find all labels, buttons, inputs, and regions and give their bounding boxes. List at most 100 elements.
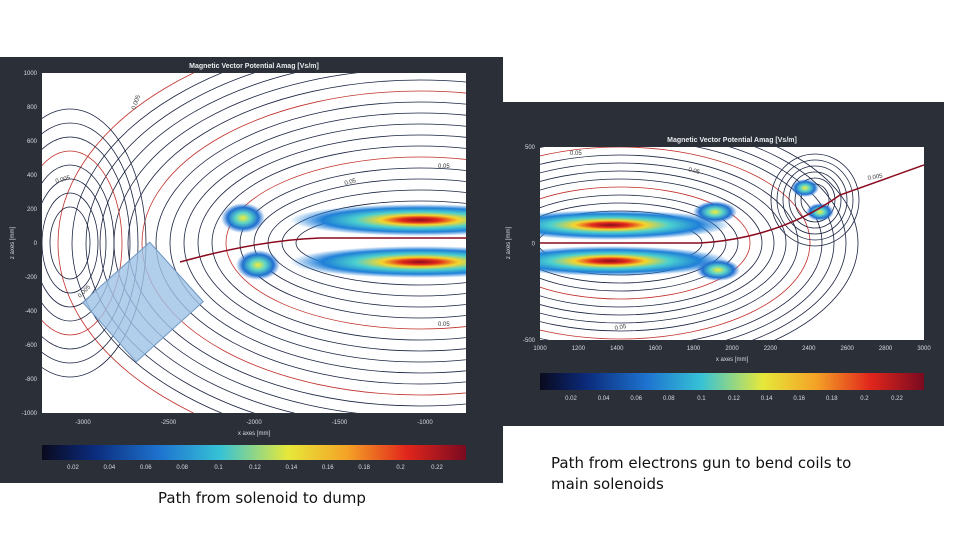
- field-blob: [791, 179, 819, 197]
- beam-path: [540, 164, 924, 244]
- field-band: [540, 246, 730, 276]
- plot-title: Magnetic Vector Potential Amag [Vs/m]: [667, 137, 797, 144]
- contour-line: [540, 186, 751, 300]
- colorbar-tick-label: 0.12: [249, 465, 261, 471]
- colorbar-tick-label: 0.02: [67, 465, 79, 471]
- x-axis-label: x axes [mm]: [238, 431, 271, 437]
- colorbar-tick-label: 0.16: [322, 465, 334, 471]
- x-tick-label: 1600: [649, 346, 663, 352]
- field-blob: [221, 203, 265, 233]
- contour-line: [42, 108, 147, 378]
- colorbar-tick-label: 0.08: [663, 396, 675, 402]
- x-tick-label: -2500: [161, 420, 177, 426]
- y-tick-label: -200: [25, 275, 38, 281]
- x-tick-label: 2400: [802, 346, 816, 352]
- plot-title: Magnetic Vector Potential Amag [Vs/m]: [189, 63, 319, 70]
- contour-line: [281, 200, 466, 286]
- colorbar-tick-label: 0.14: [761, 396, 773, 402]
- contour-line: [169, 112, 466, 374]
- contour-line: [42, 178, 107, 308]
- contour-line: [794, 177, 836, 223]
- y-tick-label: 0: [34, 241, 38, 247]
- x-tick-label: 2600: [841, 346, 855, 352]
- caption: Path from solenoid to dump: [158, 489, 366, 507]
- field-map: [42, 73, 466, 413]
- contour-label: 0.05: [344, 178, 357, 187]
- colorbar-tick-label: 0.18: [826, 396, 838, 402]
- contour-label: 0.05: [438, 164, 450, 170]
- colorbar-tick-label: 0.06: [140, 465, 152, 471]
- colorbar-tick-label: 0.12: [728, 396, 740, 402]
- contour-line: [540, 178, 763, 308]
- contour-line: [42, 150, 123, 336]
- colorbar-tick-label: 0.02: [565, 396, 577, 402]
- colorbar-tick-label: 0.1: [214, 465, 223, 471]
- x-tick-label: -1500: [332, 420, 348, 426]
- y-tick-label: -800: [25, 377, 38, 383]
- contour-line: [540, 147, 823, 340]
- colorbar-tick-label: 0.2: [396, 465, 405, 471]
- colorbar: [42, 445, 466, 460]
- contour-label: 0.05: [614, 324, 627, 332]
- x-tick-label: 2000: [725, 346, 739, 352]
- contour-label: 0.05: [570, 151, 582, 157]
- colorbar-tick-label: 0.16: [793, 396, 805, 402]
- contour-line: [782, 165, 848, 235]
- contour-line: [751, 147, 847, 340]
- y-tick-label: -600: [25, 343, 38, 349]
- field-map: [540, 147, 924, 340]
- contour-line: [540, 162, 787, 324]
- x-tick-label: -2000: [246, 420, 262, 426]
- beam-path: [179, 237, 466, 263]
- colorbar-tick-label: 0.1: [697, 396, 706, 402]
- contour-line: [540, 147, 811, 340]
- contour-line: [239, 167, 466, 319]
- x-axis-label: x axes [mm]: [716, 357, 749, 363]
- x-tick-label: 1400: [610, 346, 624, 352]
- contour-label: 0.005: [131, 94, 142, 111]
- contour-line: [42, 192, 99, 294]
- colorbar-tick-label: 0.2: [860, 396, 869, 402]
- y-tick-label: -1000: [22, 411, 38, 417]
- field-band: [540, 210, 730, 240]
- contour-line: [49, 206, 91, 280]
- contour-label: 0.005: [867, 173, 883, 182]
- contour-line: [42, 164, 115, 322]
- colorbar-tick-label: 0.06: [630, 396, 642, 402]
- contour-line: [141, 90, 466, 396]
- y-tick-label: -400: [25, 309, 38, 315]
- x-tick-label: 1000: [533, 346, 547, 352]
- contour-line: [155, 101, 466, 385]
- x-tick-label: -1000: [417, 420, 433, 426]
- colorbar-tick-label: 0.18: [358, 465, 370, 471]
- x-tick-label: 2200: [764, 346, 778, 352]
- x-tick-label: -3000: [75, 420, 91, 426]
- field-band: [290, 204, 466, 236]
- y-tick-label: -500: [523, 338, 536, 344]
- colorbar-tick-label: 0.22: [891, 396, 903, 402]
- y-tick-label: 1000: [24, 71, 38, 77]
- x-tick-label: 1200: [572, 346, 586, 352]
- field-blob: [806, 203, 834, 221]
- y-tick-label: 800: [27, 105, 38, 111]
- contour-line: [57, 73, 195, 413]
- contour-line: [776, 159, 854, 241]
- contour-line: [197, 134, 466, 352]
- colorbar-tick-label: 0.04: [598, 396, 610, 402]
- contour-line: [770, 153, 860, 247]
- colorbar-tick-label: 0.08: [176, 465, 188, 471]
- contour-line: [211, 145, 466, 341]
- contour-line: [42, 136, 131, 350]
- contour-line: [225, 156, 466, 330]
- contour-line: [540, 170, 775, 316]
- x-tick-label: 1800: [687, 346, 701, 352]
- y-tick-label: 500: [525, 145, 536, 151]
- beam-dump-region: [82, 241, 204, 363]
- contour-label: 0.005: [55, 175, 72, 185]
- field-blob: [693, 201, 737, 223]
- contour-line: [540, 194, 739, 292]
- y-tick-label: 0: [532, 242, 536, 248]
- contour-line: [183, 123, 466, 363]
